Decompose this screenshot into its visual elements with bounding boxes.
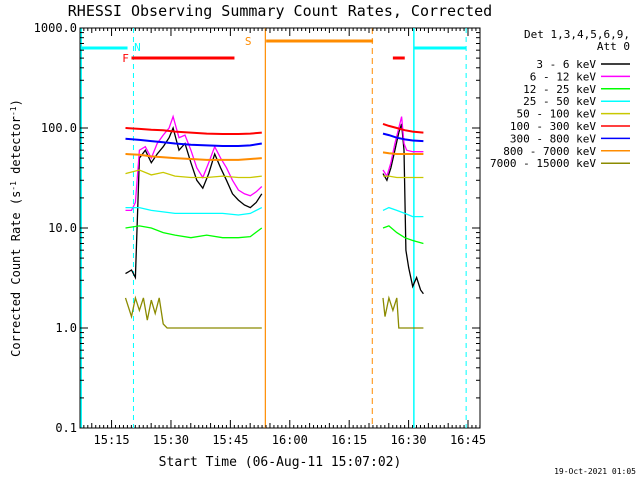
y-axis-label-sup1: -1 xyxy=(9,181,18,191)
flag-label-F: F xyxy=(122,52,129,65)
x-tick-label: 16:00 xyxy=(272,433,308,447)
x-tick-label: 16:45 xyxy=(450,433,486,447)
legend-label: 6 - 12 keV xyxy=(530,70,597,83)
series-line-100-300-keV xyxy=(125,127,262,135)
legend-header-line2: Att 0 xyxy=(597,40,630,53)
series-line-800-7000-keV xyxy=(382,151,424,155)
legend-label: 25 - 50 keV xyxy=(523,95,596,108)
series-line-7000-15000-keV xyxy=(124,295,262,329)
y-axis-label-sup2: -1 xyxy=(9,106,18,116)
series-line-3-6-keV xyxy=(125,125,263,280)
y-axis-label-mid: detector xyxy=(9,116,23,181)
series-lines xyxy=(124,114,424,329)
series-line-3-6-keV xyxy=(382,123,424,295)
x-tick-label: 16:30 xyxy=(391,433,427,447)
timestamp: 19-Oct-2021 01:05 xyxy=(554,467,636,476)
y-tick-label: 10.0 xyxy=(48,221,77,235)
legend-label: 800 - 7000 keV xyxy=(503,145,596,158)
series-line-7000-15000-keV xyxy=(382,295,424,329)
legend-label: 12 - 25 keV xyxy=(523,83,596,96)
series-line-800-7000-keV xyxy=(125,153,262,161)
series-line-50-100-keV xyxy=(383,175,424,179)
y-tick-label: 1.0 xyxy=(55,321,77,335)
series-line-25-50-keV xyxy=(382,206,424,218)
instrument-state-markers xyxy=(80,28,467,428)
plot-frame xyxy=(79,27,481,429)
legend-label: 300 - 800 keV xyxy=(510,132,596,145)
series-line-6-12-keV xyxy=(382,116,424,178)
series-line-300-800-keV xyxy=(382,132,424,143)
y-axis-label-end: ) xyxy=(9,99,23,106)
x-tick-label: 15:30 xyxy=(153,433,189,447)
y-tick-label: 100.0 xyxy=(41,121,77,135)
y-tick-label: 0.1 xyxy=(55,421,77,435)
legend-label: 100 - 300 keV xyxy=(510,120,596,133)
flag-label-S: S xyxy=(245,35,252,48)
series-line-12-25-keV xyxy=(125,225,263,239)
series-line-300-800-keV xyxy=(125,137,262,147)
y-axis-label: Corrected Count Rate (s-1 detector-1) xyxy=(9,99,24,357)
legend-label: 50 - 100 keV xyxy=(517,108,597,121)
series-line-12-25-keV xyxy=(382,225,424,245)
x-tick-label: 15:15 xyxy=(94,433,130,447)
series-line-6-12-keV xyxy=(125,114,263,212)
series-line-25-50-keV xyxy=(125,206,263,216)
legend-header-line1: Det 1,3,4,5,6,9, xyxy=(524,28,630,41)
x-axis-label: Start Time (06-Aug-11 15:07:02) xyxy=(159,455,402,470)
legend-label: 7000 - 15000 keV xyxy=(490,157,596,170)
flag-bars: NF S xyxy=(81,35,467,65)
chart-title: RHESSI Observing Summary Count Rates, Co… xyxy=(68,2,492,20)
axes: 15:15 15:30 15:45 16:00 16:15 16:30 16:45 0.1 1.… xyxy=(34,21,486,447)
x-tick-label: 16:15 xyxy=(331,433,367,447)
series-line-100-300-keV xyxy=(382,122,424,134)
legend-label: 3 - 6 keV xyxy=(536,58,596,71)
series-line-50-100-keV xyxy=(125,169,262,179)
flag-label-N: N xyxy=(134,41,141,54)
y-tick-label: 1000.0 xyxy=(34,21,77,35)
y-axis-label-main: Corrected Count Rate (s xyxy=(9,191,23,357)
x-tick-label: 15:45 xyxy=(212,433,248,447)
